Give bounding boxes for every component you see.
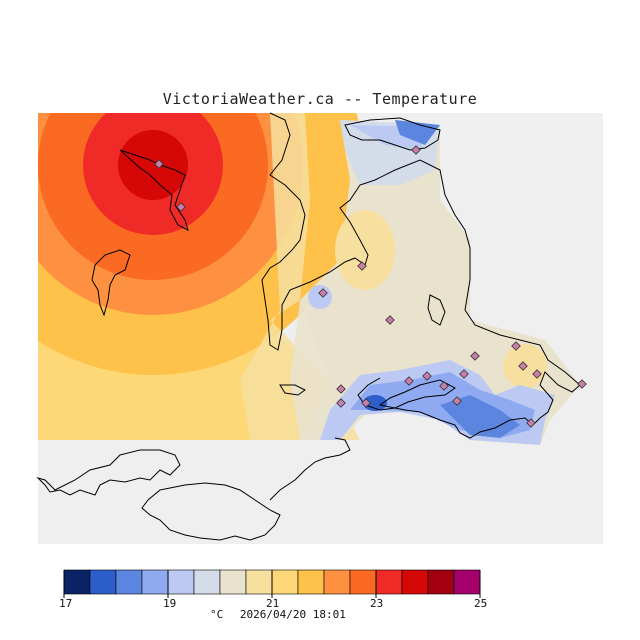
legend-tick-label: 25: [474, 597, 488, 610]
station-marker[interactable]: [385, 315, 395, 325]
station-marker[interactable]: [526, 418, 536, 428]
legend-swatch: [375, 569, 403, 595]
legend-swatch: [297, 569, 325, 595]
legend-swatch: [193, 569, 221, 595]
temperature-field: [38, 113, 363, 440]
station-marker[interactable]: [176, 202, 186, 212]
legend-swatch: [453, 569, 481, 595]
legend-swatch: [245, 569, 273, 595]
legend-swatch: [427, 569, 455, 595]
legend-swatch: [323, 569, 351, 595]
station-marker[interactable]: [511, 341, 521, 351]
legend-tick-label: 19: [163, 597, 177, 610]
station-marker[interactable]: [357, 261, 367, 271]
station-marker[interactable]: [422, 371, 432, 381]
station-marker[interactable]: [318, 288, 328, 298]
station-marker[interactable]: [518, 361, 528, 371]
station-marker[interactable]: [470, 351, 480, 361]
station-marker[interactable]: [154, 159, 164, 169]
legend-colorbar: [63, 569, 481, 598]
station-marker[interactable]: [411, 145, 421, 155]
units-label: °C: [210, 608, 224, 621]
timestamp-label: 2026/04/20 18:01: [239, 608, 346, 621]
station-marker[interactable]: [452, 396, 462, 406]
temperature-field-east: [300, 120, 580, 445]
legend-swatch: [271, 569, 299, 595]
map-title: VictoriaWeather.ca -- Temperature: [162, 90, 478, 108]
legend-swatch: [115, 569, 143, 595]
station-marker[interactable]: [336, 398, 346, 408]
station-marker[interactable]: [361, 398, 371, 408]
legend-caption: °C 2026/04/20 18:01: [210, 608, 356, 621]
legend-tick-label: 23: [370, 597, 384, 610]
station-marker[interactable]: [577, 379, 587, 389]
station-marker[interactable]: [439, 381, 449, 391]
legend-swatch: [63, 569, 91, 595]
legend-swatch: [141, 569, 169, 595]
legend-swatch: [167, 569, 195, 595]
station-markers: [154, 145, 587, 428]
station-marker[interactable]: [404, 376, 414, 386]
legend-swatch: [219, 569, 247, 595]
station-marker[interactable]: [532, 369, 542, 379]
legend-swatch: [89, 569, 117, 595]
station-marker[interactable]: [459, 369, 469, 379]
legend-tick-label: 17: [59, 597, 73, 610]
station-marker[interactable]: [336, 384, 346, 394]
legend-tick-label: 21: [266, 597, 280, 610]
legend-swatch: [401, 569, 429, 595]
legend-swatch: [349, 569, 377, 595]
coastlines: [36, 112, 581, 541]
